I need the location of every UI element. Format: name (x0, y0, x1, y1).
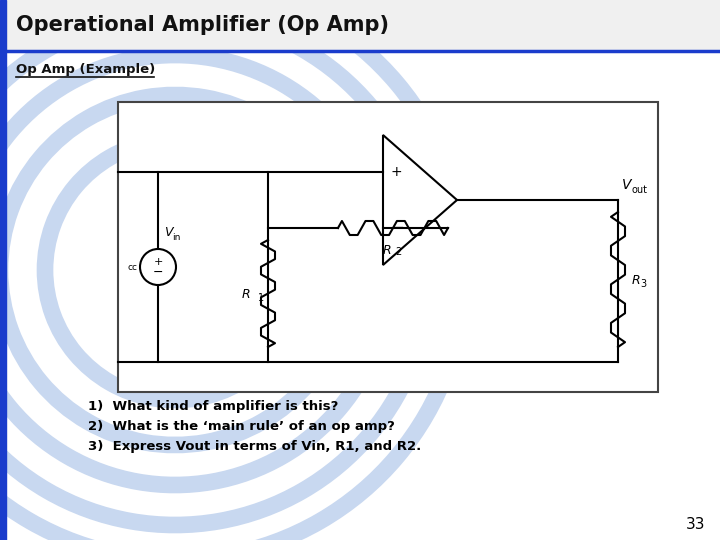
Text: 1: 1 (258, 293, 264, 303)
Text: Op Amp (Example): Op Amp (Example) (16, 64, 156, 77)
Bar (0, 0, 6, 540)
Circle shape (140, 249, 176, 285)
Text: R: R (382, 244, 391, 257)
Text: 2: 2 (395, 247, 401, 257)
Bar (118, 102, 658, 392)
Text: 2)  What is the ‘main rule’ of an op amp?: 2) What is the ‘main rule’ of an op amp? (88, 420, 395, 433)
Text: 1)  What kind of amplifier is this?: 1) What kind of amplifier is this? (88, 400, 338, 413)
Text: out: out (631, 185, 647, 195)
Text: −: − (153, 266, 163, 279)
Text: in: in (172, 233, 181, 242)
Text: cc: cc (128, 262, 138, 272)
Text: −: − (391, 220, 404, 235)
Text: 3)  Express Vout in terms of Vin, R1, and R2.: 3) Express Vout in terms of Vin, R1, and… (88, 440, 421, 453)
Polygon shape (383, 135, 457, 265)
Text: Operational Amplifier (Op Amp): Operational Amplifier (Op Amp) (16, 15, 389, 35)
Text: R: R (632, 273, 641, 287)
Text: R: R (241, 287, 250, 300)
Bar (0, 0, 720, 50)
Text: 3: 3 (640, 279, 646, 289)
Text: 33: 33 (685, 517, 705, 532)
Text: V: V (622, 178, 631, 192)
Text: +: + (391, 165, 402, 179)
Text: V: V (164, 226, 173, 239)
Text: +: + (153, 257, 163, 267)
